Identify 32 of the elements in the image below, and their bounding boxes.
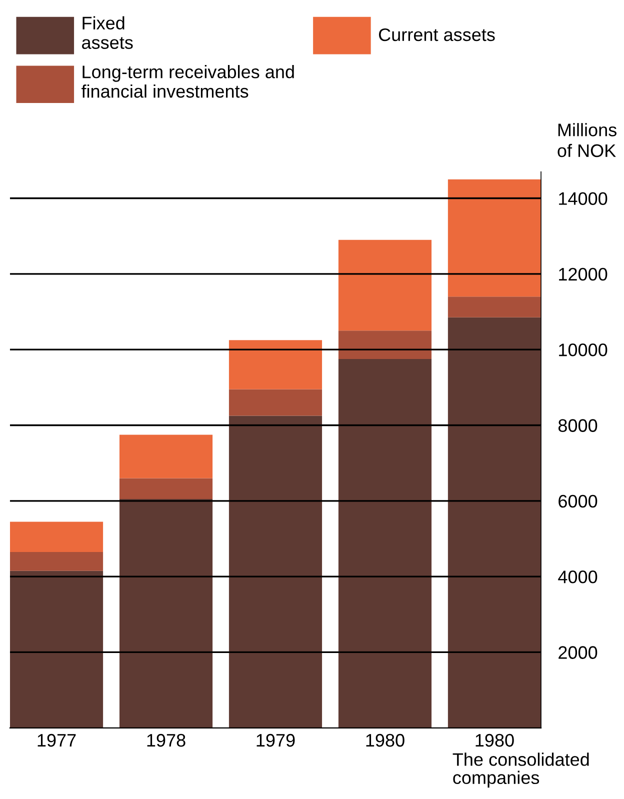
y-tick-label: 8000 [558,419,598,432]
bar [448,296,542,318]
x-tick-label: 1977 [38,734,76,747]
x-tick-label: 1979 [256,734,295,747]
bar [228,389,322,416]
legend-label: Current assets [378,28,495,42]
bar [119,434,213,478]
x-tick-label: 1980 [366,734,404,747]
y-tick-label: 10000 [559,344,608,356]
x-tick-label: 1980 [476,734,514,747]
bar [10,522,104,552]
bar [338,240,432,331]
legend-label: Long-term receivables and financial investments [82,65,294,98]
bar [10,570,104,728]
bar [119,499,213,728]
bar [10,552,104,571]
bar [338,359,432,728]
x-tick-label: 1978 [147,734,186,747]
text: The consolidated companies [452,752,589,788]
bar [448,179,542,297]
y-tick-label: 4000 [558,570,598,584]
y-tick-label: 6000 [558,494,598,508]
bar [228,416,322,728]
bar [448,317,542,728]
legend-label: Fixed assets [82,16,133,49]
bar [119,478,213,500]
y-tick-label: 14000 [559,192,608,205]
bar [228,340,322,390]
y-axis-title: Millions of NOK [558,123,616,158]
bar [338,330,432,360]
y-tick-label: 2000 [558,646,598,659]
y-tick-label: 12000 [559,268,608,281]
